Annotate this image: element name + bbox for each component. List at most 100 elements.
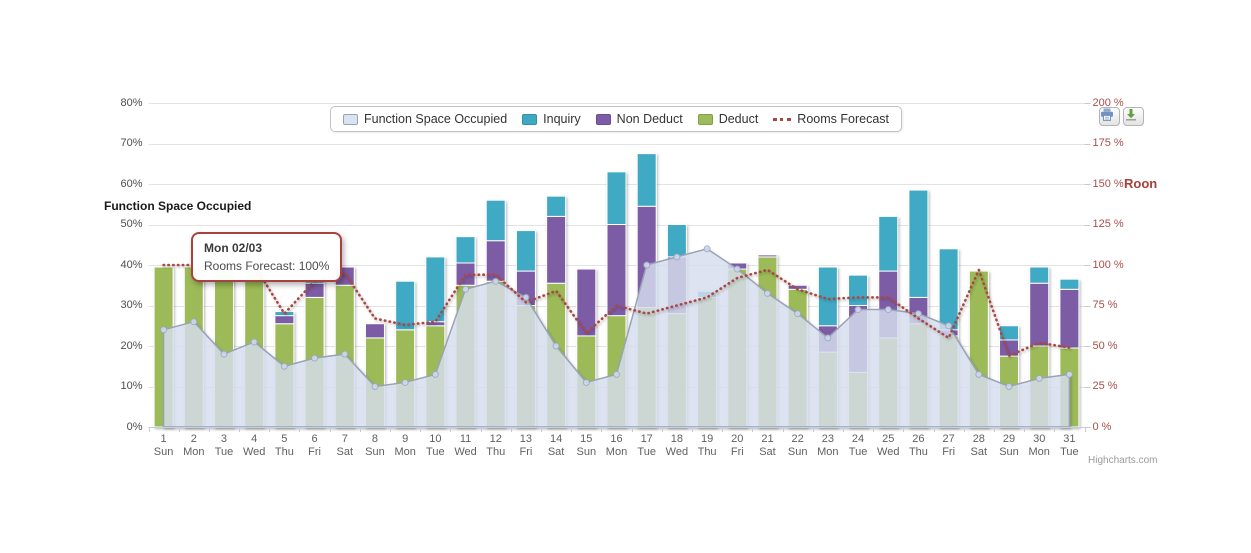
bar-inquiry-segment[interactable]	[546, 195, 567, 217]
legend-item-non-deduct[interactable]: Non Deduct	[595, 112, 683, 126]
left-axis-label: 80%	[120, 96, 143, 109]
x-axis-label: 4 Wed	[242, 433, 266, 458]
bar-inquiry-segment[interactable]	[485, 199, 506, 242]
x-axis-label: 18 Wed	[665, 433, 689, 458]
left-axis-label: 70%	[120, 137, 143, 149]
legend-swatch-area	[343, 113, 358, 125]
x-axis-label: 2 Mon	[183, 433, 205, 458]
download-icon	[1126, 109, 1136, 121]
bar-inquiry-segment[interactable]	[606, 171, 627, 226]
right-axis-label: 50 %	[1092, 339, 1118, 352]
x-axis-label: 17 Tue	[637, 433, 656, 458]
legend-swatch-rooms-forecast	[773, 117, 792, 121]
area-point-marker[interactable]	[1035, 374, 1043, 382]
bar-inquiry-segment[interactable]	[938, 248, 959, 331]
area-point-marker[interactable]	[341, 350, 349, 358]
left-axis-label: 10%	[120, 380, 143, 392]
area-point-marker[interactable]	[643, 261, 651, 269]
area-point-marker[interactable]	[522, 293, 530, 301]
x-axis-label: 6 Fri	[308, 433, 321, 458]
bar-inquiry-segment[interactable]	[908, 189, 929, 298]
left-axis-title: Function Space Occupied	[104, 199, 252, 213]
area-point-marker[interactable]	[371, 383, 379, 390]
area-point-marker[interactable]	[250, 338, 258, 346]
legend-label: Rooms Forecast	[797, 112, 889, 126]
area-point-marker[interactable]	[733, 265, 741, 273]
bar-non-deduct-segment[interactable]	[999, 339, 1020, 357]
bar-non-deduct-segment[interactable]	[546, 215, 567, 284]
left-axis-label: 0%	[126, 420, 143, 433]
bar-inquiry-segment[interactable]	[425, 256, 446, 323]
x-axis-label: 22 Sun	[787, 433, 808, 458]
left-axis-label: 40%	[120, 258, 143, 271]
x-axis-label: 28 Sat	[970, 433, 988, 458]
area-point-marker[interactable]	[824, 334, 832, 342]
x-axis-label: 19 Thu	[697, 433, 717, 458]
x-axis-label: 3 Tue	[214, 433, 234, 458]
area-point-marker[interactable]	[160, 326, 168, 334]
area-point-marker[interactable]	[945, 322, 953, 330]
area-point-marker[interactable]	[763, 289, 771, 297]
download-chart-button[interactable]	[1123, 107, 1144, 126]
bar-inquiry-segment[interactable]	[999, 325, 1020, 341]
area-point-marker[interactable]	[220, 350, 228, 358]
credits-link[interactable]: Highcharts.com	[1088, 455, 1158, 466]
area-point-marker[interactable]	[673, 253, 681, 261]
legend-item-inquiry[interactable]: Inquiry	[522, 112, 581, 126]
area-point-marker[interactable]	[462, 285, 470, 293]
bar-inquiry-segment[interactable]	[515, 230, 536, 272]
left-axis-label: 20%	[120, 339, 143, 352]
bar-inquiry-segment[interactable]	[636, 153, 657, 207]
area-point-marker[interactable]	[975, 370, 983, 378]
bar-non-deduct-segment[interactable]	[364, 323, 385, 339]
x-axis-label: 10 Tue	[426, 433, 445, 458]
area-point-marker[interactable]	[794, 310, 802, 318]
area-point-marker[interactable]	[1005, 383, 1013, 390]
x-axis-label: 24 Tue	[848, 433, 868, 458]
bar-inquiry-segment[interactable]	[395, 280, 416, 331]
area-point-marker[interactable]	[884, 306, 892, 314]
area-point-marker[interactable]	[914, 310, 922, 318]
bar-non-deduct-segment[interactable]	[1029, 282, 1050, 347]
area-point-marker[interactable]	[492, 277, 500, 285]
bar-inquiry-segment[interactable]	[848, 274, 869, 306]
bar-inquiry-segment[interactable]	[1059, 278, 1080, 290]
area-point-marker[interactable]	[431, 370, 439, 378]
area-point-marker[interactable]	[854, 306, 862, 314]
bar-non-deduct-segment[interactable]	[455, 262, 476, 286]
area-point-marker[interactable]	[613, 370, 620, 378]
bar-non-deduct-segment[interactable]	[274, 315, 295, 325]
bar-non-deduct-segment[interactable]	[1059, 288, 1080, 349]
x-axis-label: 31 Tue	[1060, 433, 1079, 458]
bar-non-deduct-segment[interactable]	[304, 282, 325, 298]
area-point-marker[interactable]	[552, 342, 560, 350]
bar-inquiry-segment[interactable]	[666, 224, 687, 258]
area-point-marker[interactable]	[190, 318, 198, 326]
area-point-marker[interactable]	[311, 354, 319, 362]
legend-label: Function Space Occupied	[364, 112, 508, 126]
right-axis-label: 75 %	[1092, 299, 1118, 311]
bar-non-deduct-segment[interactable]	[576, 268, 597, 337]
legend-item-function-space-occupied[interactable]: Function Space Occupied	[343, 112, 507, 126]
legend-item-deduct[interactable]: Deduct	[697, 112, 758, 126]
area-point-marker[interactable]	[280, 362, 288, 370]
area-function-space-occupied[interactable]	[162, 247, 1071, 428]
x-axis-label: 13 Fri	[519, 433, 533, 458]
tooltip-title: Mon 02/03	[204, 241, 263, 255]
legend-item-rooms-forecast[interactable]: Rooms Forecast	[773, 112, 889, 126]
bar-inquiry-segment[interactable]	[455, 236, 476, 264]
bar-inquiry-segment[interactable]	[817, 266, 838, 327]
area-point-marker[interactable]	[703, 245, 711, 253]
bar-inquiry-segment[interactable]	[1029, 266, 1050, 284]
bar-non-deduct-segment[interactable]	[757, 254, 778, 258]
left-axis-label: 60%	[120, 177, 143, 190]
x-axis-label: 5 Thu	[274, 433, 294, 458]
area-point-marker[interactable]	[401, 378, 409, 386]
right-axis-label: 200 %	[1092, 96, 1124, 109]
area-point-marker[interactable]	[582, 378, 590, 386]
bar-non-deduct-segment[interactable]	[606, 224, 627, 317]
x-axis-label: 27 Fri	[942, 433, 956, 458]
bar-inquiry-segment[interactable]	[878, 215, 899, 272]
print-chart-button[interactable]	[1099, 107, 1120, 126]
area-point-marker[interactable]	[1065, 370, 1073, 378]
